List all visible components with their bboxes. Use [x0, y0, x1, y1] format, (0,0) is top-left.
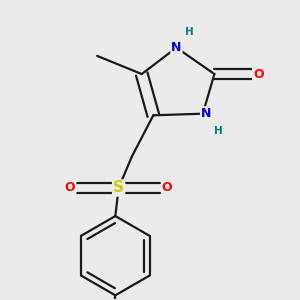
Text: O: O: [253, 68, 264, 80]
Text: H: H: [214, 126, 223, 136]
Text: S: S: [113, 181, 124, 196]
Text: H: H: [184, 27, 193, 37]
Text: N: N: [171, 41, 182, 54]
Text: O: O: [162, 182, 172, 194]
Text: N: N: [201, 107, 211, 120]
Text: O: O: [65, 182, 75, 194]
